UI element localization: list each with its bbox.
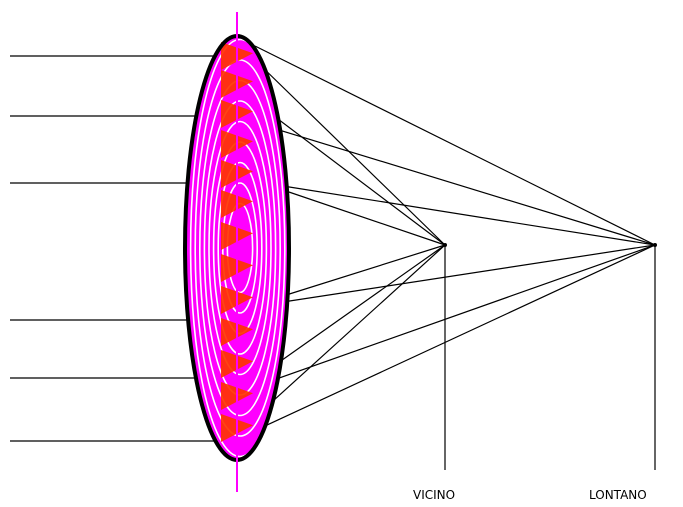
refracted-ray-far (251, 244, 656, 433)
refracted-ray-near (267, 244, 446, 371)
light-rays (10, 45, 656, 442)
refracted-ray-near (251, 244, 446, 421)
refracted-ray-far (265, 125, 656, 246)
far-focus-label: LONTANO (589, 488, 647, 502)
far-focus-point (653, 243, 657, 247)
refracted-ray-near (282, 244, 446, 297)
diffractive-ring (208, 120, 272, 376)
refracted-ray-near (265, 109, 446, 246)
refracted-ray-near (254, 59, 446, 246)
near-focus-point (443, 243, 447, 247)
refracted-ray-far (254, 45, 656, 246)
focus-markers (443, 243, 657, 470)
refracted-ray-far (282, 244, 656, 303)
refracted-ray-far (267, 244, 656, 383)
refracted-ray-far (282, 185, 656, 246)
refracted-ray-near (282, 189, 446, 246)
near-focus-label: VICINO (413, 488, 456, 502)
